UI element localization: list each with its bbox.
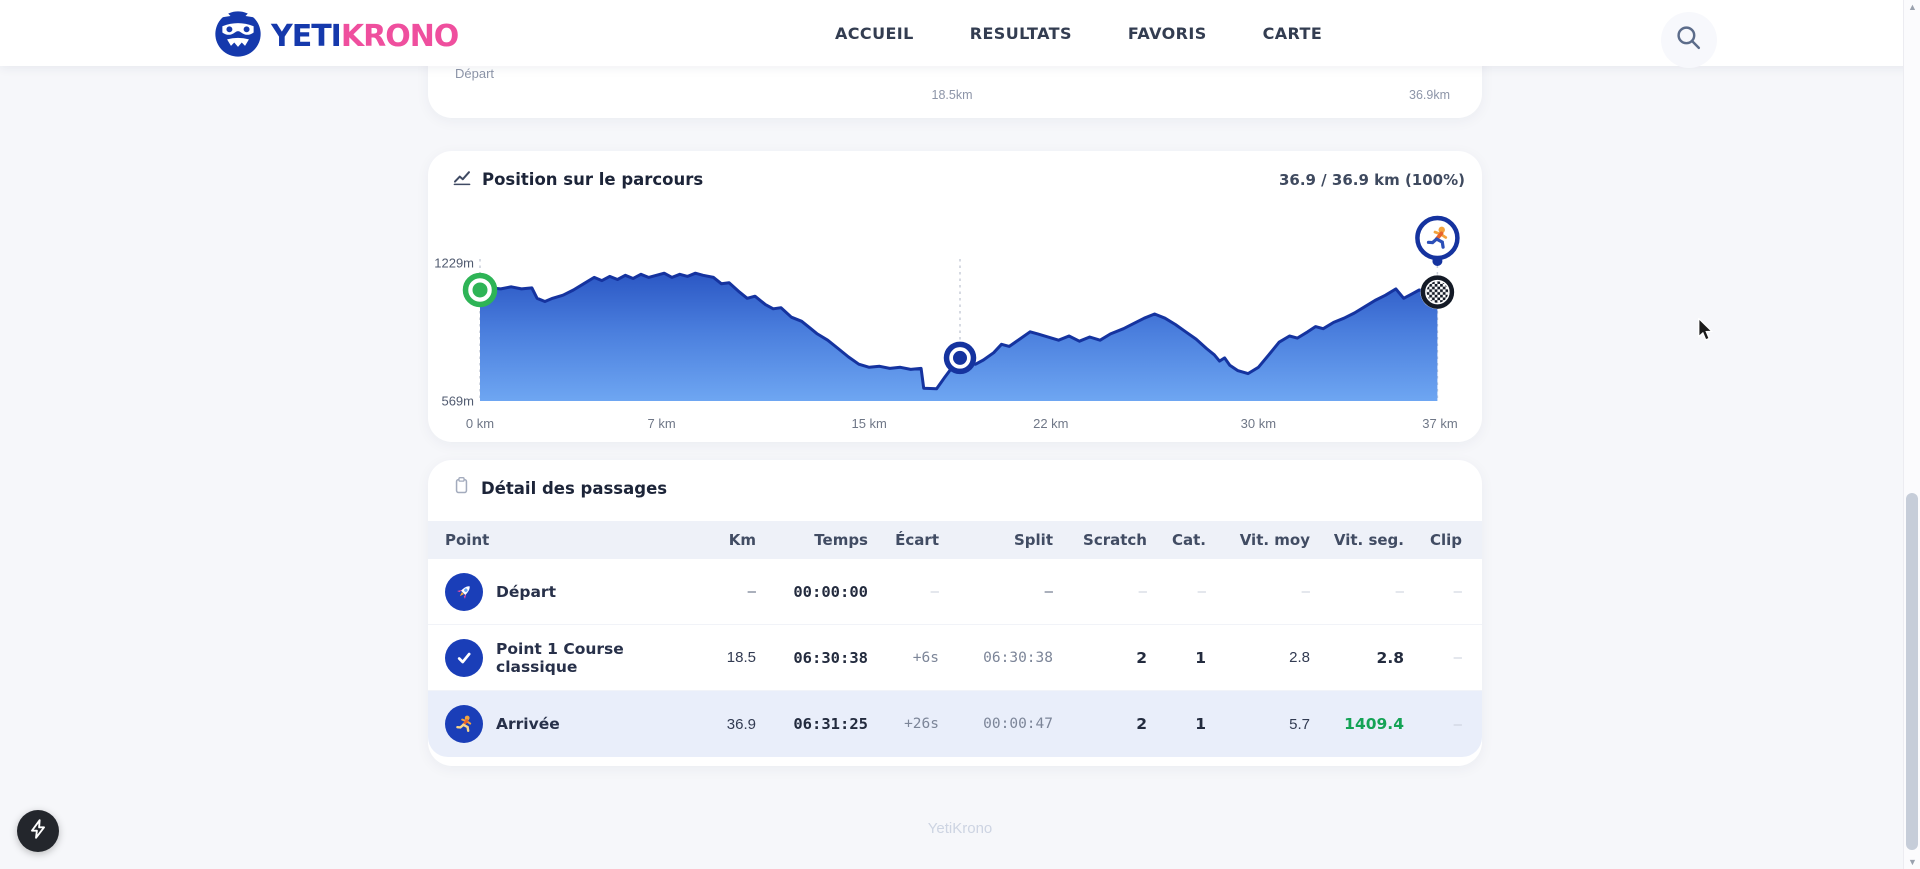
finish-marker <box>1420 275 1455 310</box>
column-header-clip: Clip <box>1429 531 1462 549</box>
cell-cat: 1 <box>1195 715 1206 733</box>
passages-table-header: Point Km Temps Écart Split Scratch Cat. Vit. mo… <box>428 521 1482 559</box>
cell-vit_seg: 2.8 <box>1376 648 1404 667</box>
yeti-mascot-icon <box>213 9 263 64</box>
x-tick-label: 0 km <box>466 416 494 431</box>
point-name: Point 1 Course classique <box>496 639 624 676</box>
cell-clip: – <box>1453 649 1462 666</box>
search-icon <box>1676 25 1702 56</box>
cell-vit_seg: 1409.4 <box>1344 715 1404 733</box>
point-name: Arrivée <box>496 715 560 733</box>
cell-clip: – <box>1453 583 1462 600</box>
cell-km: 18.5 <box>726 649 756 666</box>
x-tick-label: 37 km <box>1422 416 1457 431</box>
y-tick-label: 569m <box>441 394 474 409</box>
brand-logo[interactable]: YETIKRONO <box>213 9 459 64</box>
cell-split: – <box>1044 583 1053 600</box>
runner-icon <box>445 705 483 743</box>
cell-temps: 06:30:38 <box>793 648 868 667</box>
cell-km: 36.9 <box>726 715 756 733</box>
cell-ecart: +26s <box>904 716 939 732</box>
column-header-ecart: Écart <box>895 531 939 549</box>
column-header-vit_seg: Vit. seg. <box>1333 531 1404 549</box>
quick-actions-button[interactable] <box>17 810 59 852</box>
column-header-km: Km <box>728 531 756 549</box>
x-tick-label: 15 km <box>851 416 886 431</box>
check-icon <box>445 638 483 677</box>
lightning-bolt-icon <box>27 818 49 845</box>
column-header-split: Split <box>1014 531 1053 549</box>
elevation-chart: 1229m 569m 0 km 7 km 15 km 22 km 30 km 37 km <box>434 215 1460 431</box>
top-navbar: YETIKRONO ACCUEIL RESULTATS FAVORIS CARTE <box>0 0 1920 68</box>
search-button[interactable] <box>1661 12 1717 68</box>
cell-km: – <box>747 583 756 600</box>
progress-start-label: Départ <box>455 66 495 81</box>
cell-temps: 00:00:00 <box>793 582 868 601</box>
start-marker <box>462 272 498 308</box>
cell-temps: 06:31:25 <box>793 715 868 733</box>
position-status: 36.9 / 36.9 km (100%) <box>1278 171 1465 189</box>
position-card: Position sur le parcours 36.9 / 36.9 km … <box>428 151 1482 442</box>
scrollbar-thumb[interactable] <box>1906 493 1918 850</box>
cell-ecart: +6s <box>912 649 939 666</box>
x-tick-label: 30 km <box>1241 416 1276 431</box>
table-row-depart: Départ – 00:00:00 – – – – – – – <box>428 559 1482 625</box>
chart-line-icon <box>452 167 472 192</box>
column-header-cat: Cat. <box>1172 531 1206 549</box>
cell-ecart: – <box>930 583 939 600</box>
cell-vit_moy: 5.7 <box>1289 715 1310 733</box>
cell-scratch: – <box>1138 583 1147 600</box>
nav-item-accueil[interactable]: ACCUEIL <box>835 23 914 43</box>
cell-scratch: 2 <box>1136 648 1147 667</box>
runner-position-marker[interactable] <box>1415 215 1460 266</box>
cell-vit_moy: – <box>1301 583 1310 600</box>
cell-vit_seg: – <box>1395 583 1404 600</box>
passages-card: Détail des passages Point Km Temps Écart Spl… <box>428 460 1482 766</box>
cell-cat: – <box>1197 583 1206 600</box>
cell-split: 00:00:47 <box>983 716 1053 732</box>
vertical-scrollbar: ▲ ▼ <box>1903 0 1920 869</box>
x-tick-label: 7 km <box>648 416 676 431</box>
column-header-temps: Temps <box>814 531 868 549</box>
cell-split: 06:30:38 <box>983 649 1053 666</box>
nav-links: ACCUEIL RESULTATS FAVORIS CARTE <box>835 0 1322 66</box>
nav-item-resultats[interactable]: RESULTATS <box>969 23 1072 43</box>
clipboard-icon <box>452 476 471 500</box>
scrollbar-down-arrow[interactable]: ▼ <box>1908 857 1917 867</box>
passages-table-body: Départ – 00:00:00 – – – – – – – Point 1 Course cl… <box>428 559 1482 757</box>
cell-clip: – <box>1453 715 1462 733</box>
nav-item-carte[interactable]: CARTE <box>1262 23 1323 43</box>
point-name: Départ <box>496 582 556 601</box>
progress-end-label: 36.9km <box>1409 88 1450 102</box>
footer-brand: YetiKrono <box>927 820 993 837</box>
column-header-point: Point <box>445 531 490 549</box>
checkpoint-marker <box>943 341 977 375</box>
progress-mid-label: 18.5km <box>931 88 973 102</box>
x-tick-label: 22 km <box>1033 416 1068 431</box>
column-header-vit_moy: Vit. moy <box>1239 531 1310 549</box>
brand-wordmark: YETIKRONO <box>271 18 459 54</box>
table-row-arrivee: Arrivée 36.9 06:31:25 +26s 00:00:47 2 1 5.7 1409… <box>428 691 1482 757</box>
rocket-icon <box>445 572 483 611</box>
scrollbar-up-arrow[interactable]: ▲ <box>1908 2 1917 12</box>
mouse-cursor <box>1695 317 1717 347</box>
table-row-point-1-course-classique: Point 1 Course classique 18.5 06:30:38 +6s 0… <box>428 625 1482 691</box>
cell-vit_moy: 2.8 <box>1289 649 1310 666</box>
cell-scratch: 2 <box>1136 715 1147 733</box>
elevation-area <box>480 273 1438 401</box>
position-card-title: Position sur le parcours <box>482 170 704 189</box>
y-tick-label: 1229m <box>434 256 474 271</box>
cell-cat: 1 <box>1195 648 1206 667</box>
column-header-scratch: Scratch <box>1083 531 1147 549</box>
nav-item-favoris[interactable]: FAVORIS <box>1127 23 1207 43</box>
passages-card-title: Détail des passages <box>481 478 668 498</box>
